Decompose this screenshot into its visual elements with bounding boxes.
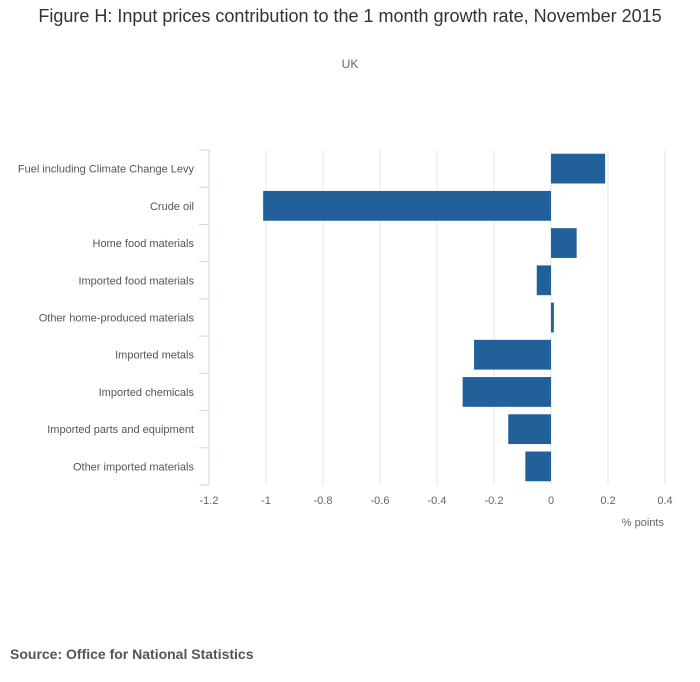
category-label: Other imported materials	[73, 461, 195, 473]
bar[interactable]	[551, 228, 577, 258]
x-tick-label: -0.8	[314, 495, 333, 507]
x-tick-label: -1	[261, 495, 271, 507]
bar[interactable]	[551, 302, 554, 333]
x-axis-title: % points	[622, 517, 665, 529]
x-tick-label: -0.6	[371, 495, 390, 507]
source-note: Source: Office for National Statistics	[10, 646, 254, 662]
category-label: Imported metals	[115, 350, 194, 362]
x-tick-label: 0	[548, 495, 554, 507]
bar[interactable]	[474, 339, 551, 370]
category-label: Imported chemicals	[99, 387, 195, 399]
category-label: Other home-produced materials	[39, 313, 195, 325]
bar[interactable]	[462, 377, 551, 407]
bar[interactable]	[525, 451, 551, 482]
x-tick-label: -0.2	[485, 495, 504, 507]
chart-subtitle: UK	[341, 57, 359, 71]
bar[interactable]	[508, 414, 551, 445]
category-label: Imported parts and equipment	[47, 424, 194, 436]
bar[interactable]	[263, 190, 551, 221]
category-label: Home food materials	[93, 238, 195, 250]
bar[interactable]	[551, 153, 606, 184]
x-tick-label: -0.4	[428, 495, 447, 507]
category-label: Fuel including Climate Change Levy	[18, 164, 195, 176]
bar[interactable]	[536, 265, 551, 296]
chart-title: Figure H: Input prices contribution to t…	[38, 6, 662, 26]
category-label: Imported food materials	[78, 275, 194, 287]
x-tick-label: 0.2	[600, 495, 615, 507]
category-label: Crude oil	[150, 201, 194, 213]
x-tick-label: 0.4	[657, 495, 672, 507]
x-tick-label: -1.2	[200, 495, 219, 507]
